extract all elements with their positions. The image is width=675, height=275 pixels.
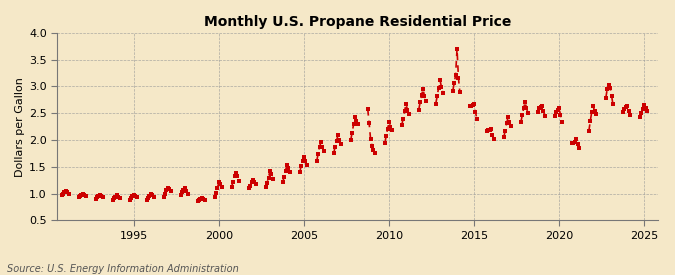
Y-axis label: Dollars per Gallon: Dollars per Gallon — [15, 77, 25, 177]
Title: Monthly U.S. Propane Residential Price: Monthly U.S. Propane Residential Price — [204, 15, 511, 29]
Text: Source: U.S. Energy Information Administration: Source: U.S. Energy Information Administ… — [7, 264, 238, 274]
